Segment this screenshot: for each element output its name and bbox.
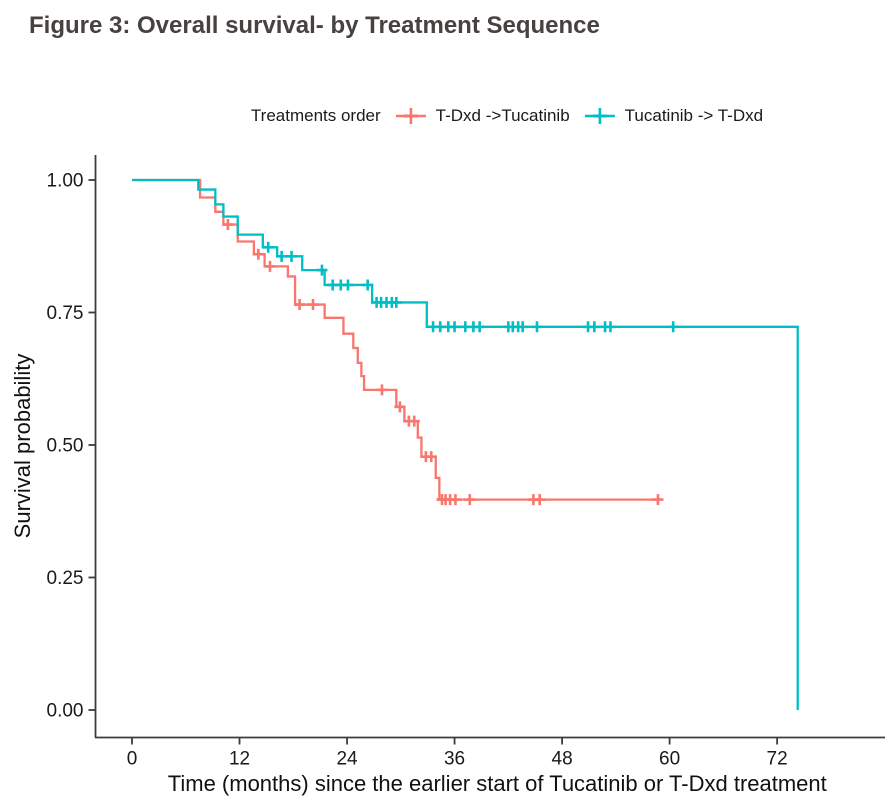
censor-mark [276,250,288,262]
censor-mark [252,248,264,260]
y-tick-label: 0.25 [47,568,84,589]
censor-mark [222,219,234,231]
y-tick-label: 0.75 [47,303,84,324]
y-tick-label: 0.00 [47,701,84,722]
x-tick-label: 60 [659,749,680,770]
censor-mark [449,321,461,333]
censor-mark [394,401,406,413]
y-tick-label: 0.50 [47,436,84,457]
plus-marker-icon [584,108,615,124]
legend-item-tucatinib-tdxd: Tucatinib -> T-Dxd [583,104,763,128]
censor-mark [264,260,276,272]
censor-mark [307,299,319,311]
survival-curve [132,178,658,501]
x-tick-label: 36 [444,749,465,770]
censor-mark [474,321,486,333]
censor-mark [534,494,546,506]
censor-mark [425,451,437,463]
censor-mark [449,494,461,506]
censor-mark [408,415,420,427]
x-tick-label: 12 [229,749,250,770]
censor-mark [588,321,600,333]
survival-curve [132,178,799,710]
censor-mark [531,321,543,333]
y-axis-title: Survival probability [10,354,35,539]
censor-mark [285,250,297,262]
x-tick-label: 0 [127,749,138,770]
x-tick-label: 48 [552,749,573,770]
chart-legend: Treatments order T-Dxd ->Tucatinib Tucat… [251,104,763,128]
censor-mark [316,264,328,276]
censor-mark [464,494,476,506]
figure-title: Figure 3: Overall survival- by Treatment… [29,12,600,39]
censor-mark [390,296,402,308]
censor-mark [667,321,679,333]
censor-mark [652,494,664,506]
censor-mark [604,321,616,333]
plus-marker-icon [395,108,426,124]
censor-mark [262,241,274,253]
censor-mark [517,321,529,333]
censor-mark [362,279,374,291]
censor-mark [376,384,388,396]
x-axis-title: Time (months) since the earlier start of… [168,771,827,796]
legend-item-tdxd-tucatinib: T-Dxd ->Tucatinib [394,104,570,128]
legend-title: Treatments order [250,106,381,125]
censor-mark [294,299,306,311]
x-tick-label: 72 [767,749,788,770]
x-tick-label: 24 [336,749,358,770]
y-tick-label: 1.00 [47,171,84,192]
legend-label: T-Dxd ->Tucatinib [435,106,570,125]
censor-mark [342,279,354,291]
legend-label: Tucatinib -> T-Dxd [624,106,764,125]
